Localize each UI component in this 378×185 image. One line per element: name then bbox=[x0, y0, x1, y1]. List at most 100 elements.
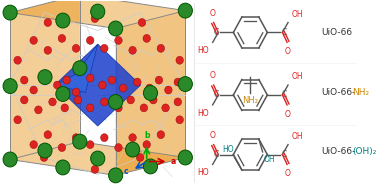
Circle shape bbox=[150, 96, 157, 104]
Circle shape bbox=[178, 150, 192, 165]
Circle shape bbox=[56, 160, 70, 175]
Circle shape bbox=[91, 151, 105, 166]
Polygon shape bbox=[10, 0, 185, 28]
Circle shape bbox=[101, 44, 108, 52]
Text: NH₂: NH₂ bbox=[352, 88, 369, 97]
Circle shape bbox=[140, 104, 148, 112]
Text: O: O bbox=[285, 47, 291, 56]
Circle shape bbox=[3, 152, 17, 167]
Circle shape bbox=[178, 77, 192, 92]
Circle shape bbox=[20, 96, 28, 104]
Circle shape bbox=[174, 98, 181, 106]
Text: HO: HO bbox=[197, 46, 209, 55]
Text: HO: HO bbox=[222, 145, 233, 154]
Text: HO: HO bbox=[197, 168, 209, 177]
Circle shape bbox=[119, 84, 127, 92]
Text: b: b bbox=[144, 131, 149, 140]
Text: c: c bbox=[124, 167, 129, 176]
Circle shape bbox=[127, 96, 135, 104]
Circle shape bbox=[115, 144, 122, 152]
Circle shape bbox=[44, 46, 51, 54]
Circle shape bbox=[157, 131, 164, 139]
Circle shape bbox=[91, 15, 99, 23]
Circle shape bbox=[87, 36, 94, 44]
Circle shape bbox=[72, 88, 80, 96]
Text: O: O bbox=[285, 169, 291, 178]
Text: O: O bbox=[285, 110, 291, 119]
Circle shape bbox=[3, 79, 17, 93]
Text: OH: OH bbox=[292, 72, 304, 81]
Circle shape bbox=[157, 44, 164, 52]
Circle shape bbox=[108, 76, 116, 84]
Text: O: O bbox=[210, 131, 215, 140]
Circle shape bbox=[164, 86, 172, 94]
Circle shape bbox=[125, 142, 139, 157]
Text: OH: OH bbox=[292, 10, 304, 18]
Circle shape bbox=[108, 95, 123, 109]
Circle shape bbox=[53, 81, 61, 89]
Circle shape bbox=[101, 134, 108, 142]
Circle shape bbox=[87, 104, 94, 112]
Polygon shape bbox=[55, 44, 141, 126]
Circle shape bbox=[35, 106, 42, 114]
Circle shape bbox=[56, 13, 70, 28]
Text: O: O bbox=[210, 9, 215, 18]
Text: OH: OH bbox=[292, 132, 304, 141]
Polygon shape bbox=[10, 0, 80, 159]
Text: UiO-66-: UiO-66- bbox=[321, 88, 355, 97]
Text: UiO-66-: UiO-66- bbox=[321, 147, 355, 156]
Circle shape bbox=[73, 134, 87, 149]
Circle shape bbox=[58, 144, 66, 152]
Circle shape bbox=[30, 141, 37, 149]
Polygon shape bbox=[116, 11, 185, 175]
Circle shape bbox=[20, 76, 28, 84]
Circle shape bbox=[143, 34, 150, 42]
Circle shape bbox=[143, 85, 158, 100]
Text: NH₂: NH₂ bbox=[242, 96, 258, 105]
Circle shape bbox=[38, 70, 52, 85]
Text: C: C bbox=[282, 28, 287, 37]
Text: C: C bbox=[214, 90, 219, 100]
Text: OH: OH bbox=[263, 155, 275, 164]
Circle shape bbox=[115, 36, 122, 44]
Text: UiO-66: UiO-66 bbox=[321, 28, 352, 37]
Circle shape bbox=[87, 141, 94, 149]
Circle shape bbox=[73, 61, 87, 76]
Circle shape bbox=[101, 98, 108, 106]
Circle shape bbox=[91, 4, 105, 19]
Circle shape bbox=[115, 104, 122, 112]
Circle shape bbox=[108, 21, 123, 36]
Circle shape bbox=[143, 159, 158, 174]
Text: C: C bbox=[282, 150, 287, 159]
Circle shape bbox=[91, 165, 99, 173]
Circle shape bbox=[14, 116, 22, 124]
Text: C: C bbox=[282, 90, 287, 100]
Text: HO: HO bbox=[197, 109, 209, 118]
Circle shape bbox=[30, 36, 37, 44]
Circle shape bbox=[133, 78, 141, 86]
Circle shape bbox=[176, 56, 183, 64]
Circle shape bbox=[87, 74, 94, 82]
Circle shape bbox=[38, 143, 52, 158]
Circle shape bbox=[44, 18, 51, 26]
Circle shape bbox=[40, 154, 48, 162]
Text: C: C bbox=[214, 28, 219, 37]
Circle shape bbox=[155, 76, 163, 84]
Circle shape bbox=[99, 81, 106, 89]
Circle shape bbox=[63, 76, 70, 84]
Circle shape bbox=[136, 154, 144, 162]
Circle shape bbox=[143, 141, 150, 149]
Polygon shape bbox=[55, 44, 98, 92]
Text: C: C bbox=[214, 150, 219, 159]
Circle shape bbox=[14, 56, 22, 64]
Circle shape bbox=[49, 98, 56, 106]
Circle shape bbox=[129, 46, 136, 54]
Circle shape bbox=[58, 34, 66, 42]
Circle shape bbox=[61, 104, 68, 112]
Text: O: O bbox=[210, 71, 215, 80]
Circle shape bbox=[162, 104, 169, 112]
Circle shape bbox=[129, 134, 136, 142]
Polygon shape bbox=[10, 142, 185, 175]
Circle shape bbox=[56, 87, 70, 101]
Circle shape bbox=[176, 116, 183, 124]
